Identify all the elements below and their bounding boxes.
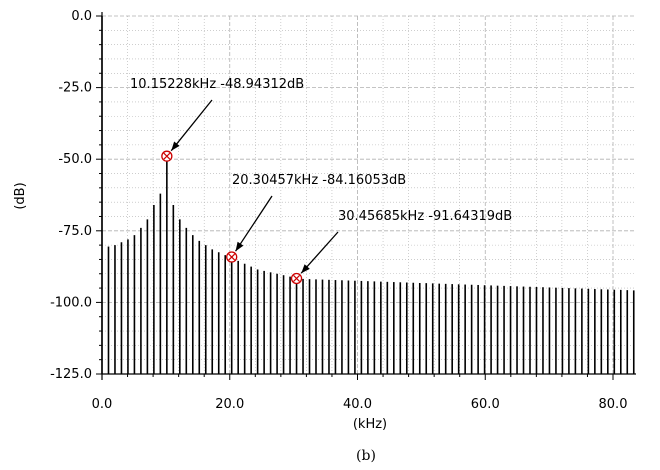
grid: [101, 15, 636, 375]
x-axis-title: (kHz): [353, 417, 387, 432]
marker-label: 20.30457kHz -84.16053dB: [232, 173, 406, 188]
y-tick-label: -75.0: [58, 224, 92, 239]
marker-arrow-line: [300, 231, 339, 274]
annotations: 10.15228kHz -48.94312dB 20.30457kHz -84.1…: [130, 77, 512, 285]
axes: [96, 12, 636, 380]
marker-cross: [228, 253, 236, 261]
x-tick-label: 80.0: [599, 397, 628, 412]
x-tick-label: 0.0: [92, 397, 113, 412]
y-tick-label: -125.0: [50, 367, 92, 382]
y-tick-label: -25.0: [58, 81, 92, 96]
marker-label: 10.15228kHz -48.94312dB: [130, 77, 304, 92]
figure-caption: (b): [356, 448, 376, 464]
marker-arrow-head: [235, 241, 244, 252]
marker-arrow-line: [235, 195, 273, 252]
marker-arrow-head: [301, 264, 310, 274]
marker-label: 30.45685kHz -91.64319dB: [338, 209, 512, 224]
marker-arrow-line: [170, 99, 213, 152]
y-tick-label: -100.0: [50, 295, 92, 310]
x-tick-label: 40.0: [343, 397, 372, 412]
tick-labels: 0.0 20.0 40.0 60.0 80.0 0.0 -25.0 -50.0 -75.0 -10…: [50, 9, 627, 412]
y-tick-label: -50.0: [58, 152, 92, 167]
marker-cross: [163, 152, 171, 160]
y-tick-label: 0.0: [71, 9, 92, 24]
x-tick-label: 60.0: [471, 397, 500, 412]
marker-arrow-head: [171, 141, 180, 151]
spectrum-bars: [101, 16, 635, 374]
x-tick-label: 20.0: [215, 397, 244, 412]
marker-cross: [293, 275, 300, 282]
y-axis-title: (dB): [13, 182, 28, 209]
